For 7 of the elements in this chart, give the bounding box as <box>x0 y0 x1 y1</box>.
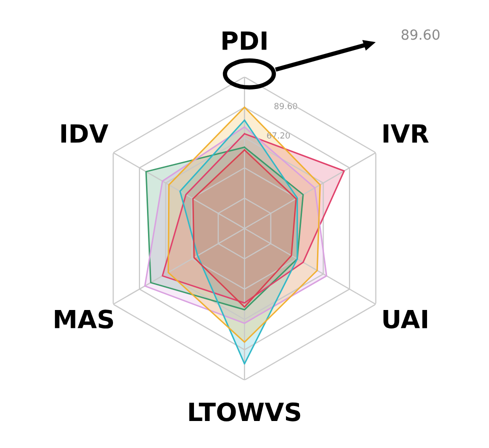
text: 89.60 <box>402 29 440 40</box>
spoke-label: MAS <box>54 310 114 329</box>
spoke-label: PDI <box>222 32 266 50</box>
spoke-label: LTOWVS <box>189 402 300 422</box>
spoke-label: IDV <box>61 124 108 143</box>
spoke-label: UAI <box>383 310 428 329</box>
spoke-label: IVR <box>384 124 429 143</box>
